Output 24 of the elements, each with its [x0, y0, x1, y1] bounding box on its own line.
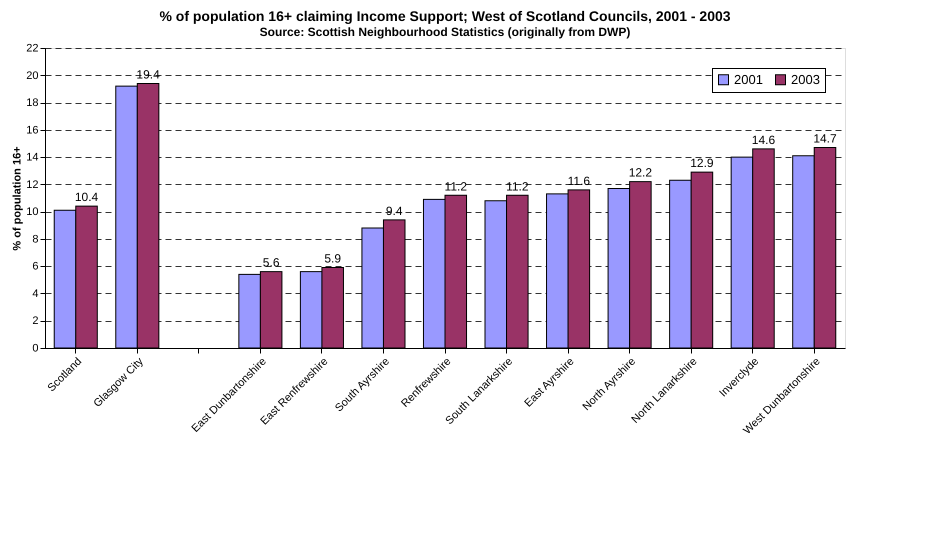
- data-label: 5.9: [324, 252, 342, 266]
- y-tick-label: 4: [32, 288, 38, 300]
- y-tick-label: 16: [26, 124, 38, 136]
- legend-label: 2003: [791, 72, 820, 87]
- chart-subtitle: Source: Scottish Neighbourhood Statistics (originally from DWP): [260, 25, 630, 39]
- data-label: 12.2: [628, 166, 652, 180]
- y-axis-title: % of population 16+: [11, 146, 24, 251]
- y-tick-label: 18: [26, 97, 38, 110]
- data-label: 12.9: [690, 156, 714, 170]
- legend-label: 2001: [734, 72, 763, 87]
- data-label: 10.4: [74, 190, 99, 204]
- y-tick-label: 10: [26, 206, 38, 218]
- data-label: 14.6: [752, 132, 776, 147]
- y-tick-label: 8: [32, 233, 38, 246]
- chart-title: % of population 16+ claiming Income Support; West of Scotland Councils, 2001 - 2003: [159, 8, 731, 24]
- y-tick-label: 20: [26, 70, 38, 82]
- data-label: 14.7: [813, 132, 837, 146]
- y-tick-label: 12: [26, 178, 38, 191]
- y-tick-label: 14: [26, 152, 38, 164]
- y-tick-label: 2: [32, 315, 38, 328]
- y-tick-label: 0: [32, 342, 38, 354]
- y-tick-label: 22: [26, 42, 38, 54]
- data-label: 5.6: [262, 256, 280, 270]
- y-tick-label: 6: [32, 260, 38, 273]
